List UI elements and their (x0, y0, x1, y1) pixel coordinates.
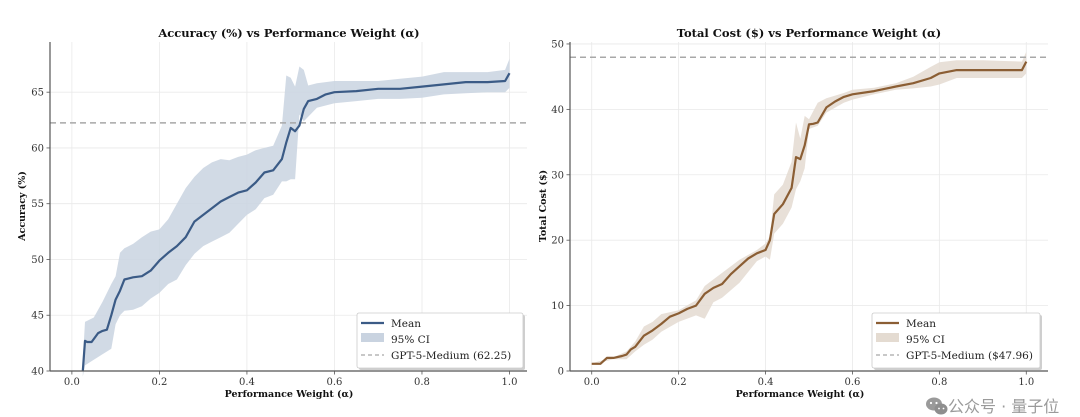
cost-y-tick-label: 10 (551, 301, 564, 312)
accuracy-y-ticks: 40 45 50 55 60 65 (31, 88, 50, 378)
cost-legend-ci-label: 95% CI (906, 334, 945, 346)
cost-x-tick-label: 1.0 (1018, 377, 1034, 388)
cost-x-axis-label: Performance Weight (α) (736, 389, 865, 400)
accuracy-chart-title: Accuracy (%) vs Performance Weight (α) (157, 26, 419, 40)
accuracy-chart: 0.0 0.2 0.4 0.6 0.8 1.0 40 45 50 55 60 65 Accuracy… (17, 26, 527, 400)
cost-chart-title: Total Cost ($) vs Performance Weight (α) (677, 26, 942, 40)
accuracy-y-tick-label: 45 (31, 311, 44, 322)
cost-legend-ci-swatch (876, 333, 899, 342)
wechat-icon (926, 397, 948, 415)
cost-chart: 0.0 0.2 0.4 0.6 0.8 1.0 0 10 20 30 40 50 Total Cos… (538, 26, 1059, 416)
cost-x-tick-label: 0.8 (931, 377, 947, 388)
accuracy-y-tick-label: 55 (31, 199, 44, 210)
cost-legend: Mean 95% CI GPT-5-Medium ($47.96) (871, 312, 1042, 370)
accuracy-y-tick-label: 50 (31, 255, 44, 266)
accuracy-ci-band (82, 58, 510, 377)
cost-x-tick-label: 0.4 (758, 377, 774, 388)
cost-y-tick-label: 40 (551, 105, 564, 116)
cost-y-axis-label: Total Cost ($) (538, 170, 549, 242)
cost-grid (570, 42, 1048, 372)
accuracy-y-axis-label: Accuracy (%) (17, 171, 28, 242)
accuracy-x-tick-label: 0.0 (64, 377, 80, 388)
accuracy-legend-ci-swatch (361, 333, 384, 342)
accuracy-x-tick-label: 1.0 (502, 377, 518, 388)
accuracy-x-tick-label: 0.4 (239, 377, 255, 388)
cost-legend-reference-label: GPT-5-Medium ($47.96) (906, 350, 1033, 362)
accuracy-legend-mean-label: Mean (391, 318, 421, 330)
cost-x-ticks: 0.0 0.2 0.4 0.6 0.8 1.0 (584, 371, 1034, 388)
cost-x-tick-label: 0.0 (584, 377, 600, 388)
watermark: 公众号 · 量子位 (926, 397, 1059, 416)
watermark-text: 公众号 · 量子位 (948, 397, 1059, 416)
accuracy-y-tick-label: 65 (31, 88, 44, 99)
accuracy-x-tick-label: 0.6 (326, 377, 342, 388)
accuracy-legend-reference-label: GPT-5-Medium (62.25) (391, 350, 511, 362)
cost-legend-mean-label: Mean (906, 318, 936, 330)
cost-legend-box (871, 312, 1041, 369)
cost-mean-line (591, 61, 1028, 365)
cost-y-tick-label: 30 (551, 170, 564, 181)
cost-x-tick-label: 0.6 (845, 377, 861, 388)
accuracy-y-tick-label: 40 (31, 367, 44, 378)
accuracy-y-tick-label: 60 (31, 143, 44, 154)
cost-y-tick-label: 0 (558, 367, 564, 378)
accuracy-mean-line (81, 72, 511, 372)
accuracy-legend: Mean 95% CI GPT-5-Medium (62.25) (356, 312, 525, 370)
accuracy-x-axis-label: Performance Weight (α) (225, 389, 354, 400)
accuracy-axes (49, 42, 527, 372)
cost-x-tick-label: 0.2 (671, 377, 687, 388)
cost-y-tick-label: 50 (551, 39, 564, 50)
accuracy-x-ticks: 0.0 0.2 0.4 0.6 0.8 1.0 (64, 371, 518, 388)
accuracy-legend-ci-label: 95% CI (391, 334, 430, 346)
cost-y-tick-label: 20 (551, 236, 564, 247)
accuracy-x-tick-label: 0.2 (151, 377, 167, 388)
cost-y-ticks: 0 10 20 30 40 50 (551, 39, 570, 378)
accuracy-x-tick-label: 0.8 (414, 377, 430, 388)
accuracy-legend-box (356, 312, 524, 369)
cost-axes (569, 42, 1048, 372)
